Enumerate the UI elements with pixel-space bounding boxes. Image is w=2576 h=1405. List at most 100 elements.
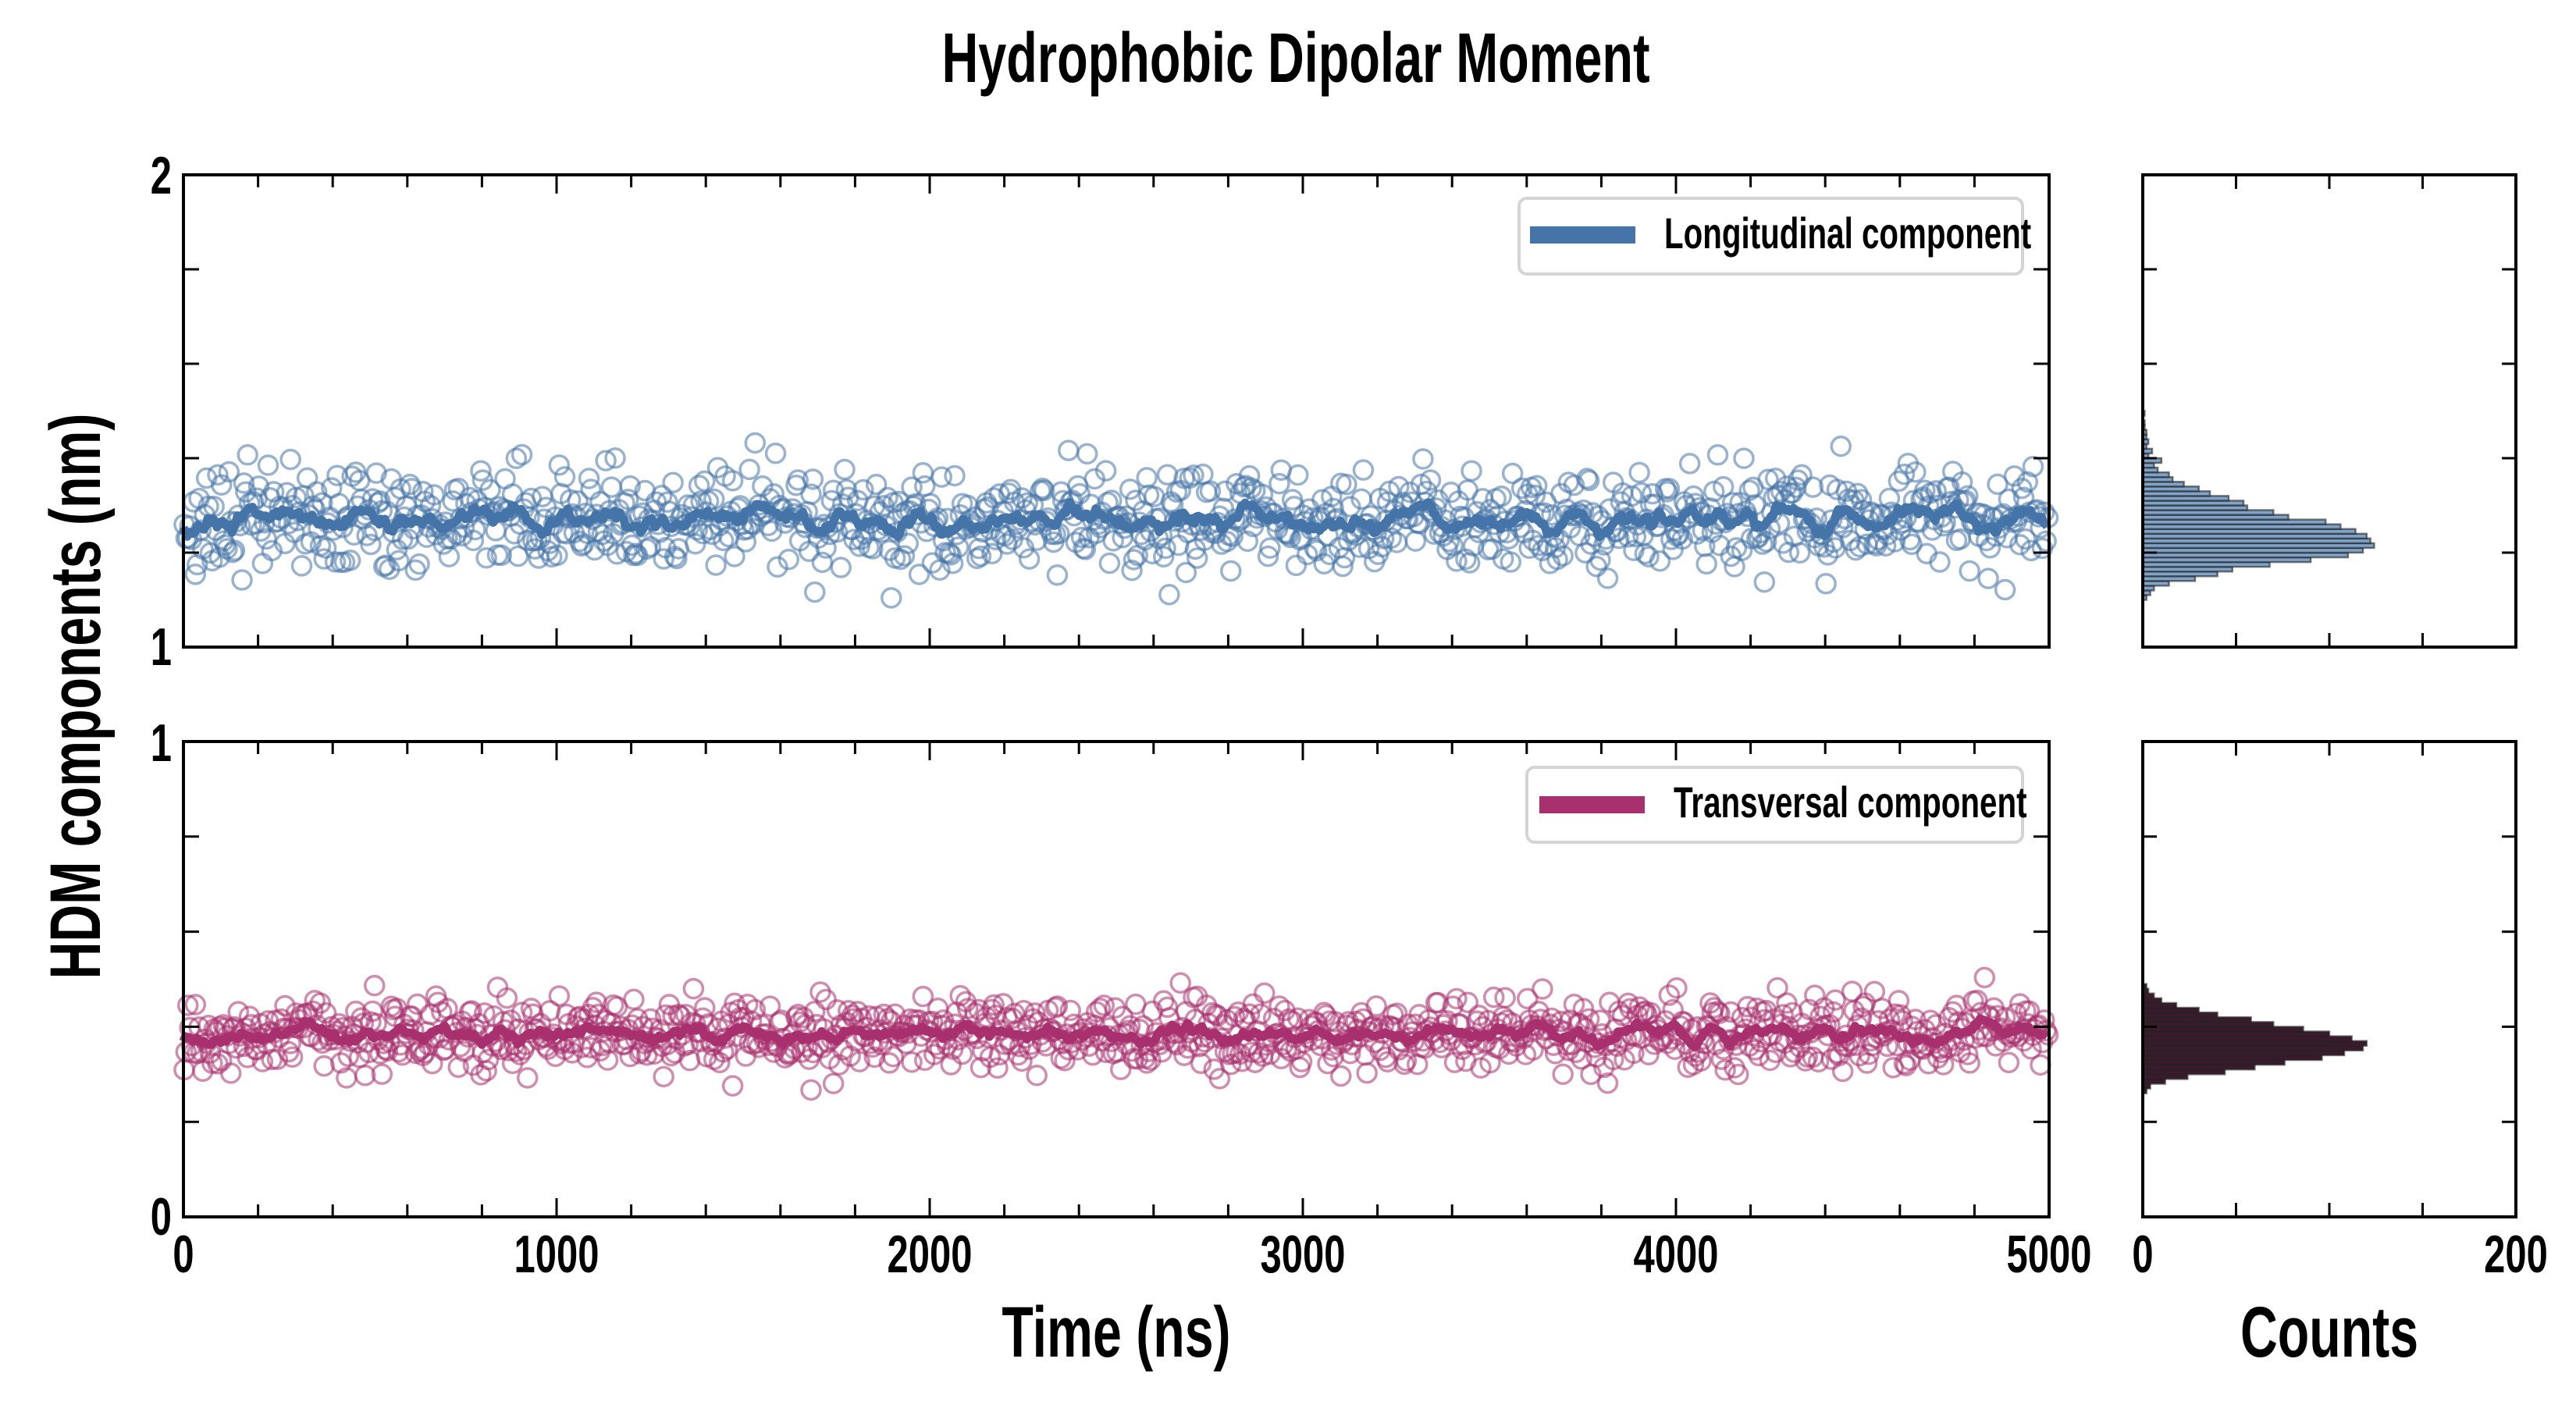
data-point xyxy=(490,544,513,567)
data-point xyxy=(1268,472,1290,495)
data-point xyxy=(666,547,688,570)
data-point xyxy=(1959,1052,1980,1074)
data-point xyxy=(176,994,199,1016)
data-point xyxy=(1977,567,1999,589)
data-point xyxy=(682,977,705,1000)
y-axis-label: HDM components (nm) xyxy=(34,414,115,980)
data-point xyxy=(1332,555,1354,578)
data-point xyxy=(231,569,253,591)
data-point xyxy=(1695,553,1717,575)
data-point xyxy=(1733,447,1755,469)
data-point xyxy=(694,470,716,493)
data-point xyxy=(546,544,568,567)
data-point xyxy=(400,478,423,500)
data-point xyxy=(1501,462,1524,485)
data-point xyxy=(1388,475,1410,498)
data-point xyxy=(724,546,745,567)
data-point xyxy=(744,432,767,454)
data-point xyxy=(345,1000,367,1023)
data-point xyxy=(580,478,602,500)
data-point xyxy=(1102,530,1124,552)
data-point xyxy=(278,1040,300,1063)
data-point xyxy=(1552,545,1574,567)
data-point xyxy=(1510,477,1533,500)
data-point xyxy=(296,467,318,489)
data-point xyxy=(572,533,595,556)
data-point xyxy=(815,537,837,559)
data-point xyxy=(360,533,382,556)
y-tick-label: 0 xyxy=(151,1186,172,1247)
data-point xyxy=(654,1004,677,1026)
legend-swatch xyxy=(1539,796,1645,813)
data-point xyxy=(1190,1052,1212,1074)
data-point xyxy=(1365,995,1387,1017)
data-point xyxy=(777,1044,800,1066)
data-point xyxy=(1608,527,1630,550)
data-point xyxy=(1994,578,2016,601)
data-point xyxy=(1011,487,1033,509)
data-point xyxy=(1169,972,1191,994)
data-point xyxy=(804,1000,826,1023)
data-point xyxy=(1798,998,1820,1021)
data-point xyxy=(1155,537,1176,560)
x-tick-label: 0 xyxy=(173,1224,194,1284)
data-point xyxy=(1888,990,1910,1012)
data-point xyxy=(439,528,462,550)
data-point xyxy=(219,1062,242,1084)
data-point xyxy=(329,1052,352,1074)
data-point xyxy=(1285,554,1308,577)
data-point xyxy=(339,550,361,571)
data-point xyxy=(596,1049,619,1071)
data-point xyxy=(505,447,528,470)
data-point xyxy=(1987,473,2008,496)
data-point xyxy=(1709,534,1731,557)
data-point xyxy=(553,466,576,488)
data-point xyxy=(1219,560,1242,582)
data-point xyxy=(1069,482,1091,505)
data-point xyxy=(757,514,779,536)
data-point xyxy=(1259,537,1281,559)
data-point xyxy=(247,475,270,497)
data-point xyxy=(1957,485,1979,507)
data-point xyxy=(921,552,944,574)
data-point xyxy=(470,460,492,482)
hist-x-axis-label: Counts xyxy=(2240,1291,2418,1371)
data-point xyxy=(897,532,920,554)
data-point xyxy=(822,1072,845,1094)
data-point xyxy=(1223,1005,1246,1028)
data-point xyxy=(1524,484,1546,507)
data-point xyxy=(1888,470,1910,493)
data-point xyxy=(315,1002,337,1024)
data-point xyxy=(464,518,486,541)
running-average-line xyxy=(179,1014,2050,1052)
data-point xyxy=(712,529,735,552)
data-point xyxy=(2035,530,2057,552)
data-point xyxy=(1822,1001,1845,1023)
data-point xyxy=(1494,987,1516,1008)
data-point xyxy=(1208,1068,1231,1090)
data-point xyxy=(901,1051,923,1073)
data-point xyxy=(1109,1058,1132,1080)
data-point xyxy=(1179,467,1201,489)
data-point xyxy=(548,454,571,476)
data-point xyxy=(1500,551,1521,573)
data-point xyxy=(576,1046,598,1069)
data-point xyxy=(1824,989,1846,1011)
data-point xyxy=(662,471,684,494)
data-point xyxy=(1929,551,1951,573)
data-point xyxy=(548,985,571,1007)
data-point xyxy=(877,486,898,509)
data-point xyxy=(1076,443,1098,465)
data-point xyxy=(371,1063,393,1085)
data-point xyxy=(1925,480,1947,502)
data-point xyxy=(881,587,902,609)
data-point xyxy=(619,475,641,497)
data-point xyxy=(516,1067,539,1089)
data-point xyxy=(744,998,767,1021)
data-point xyxy=(1152,546,1175,567)
data-point xyxy=(2020,1038,2042,1060)
data-point xyxy=(658,500,681,522)
data-point xyxy=(1874,535,1897,557)
data-point xyxy=(1628,996,1650,1018)
transversal-panel xyxy=(173,740,2059,1218)
